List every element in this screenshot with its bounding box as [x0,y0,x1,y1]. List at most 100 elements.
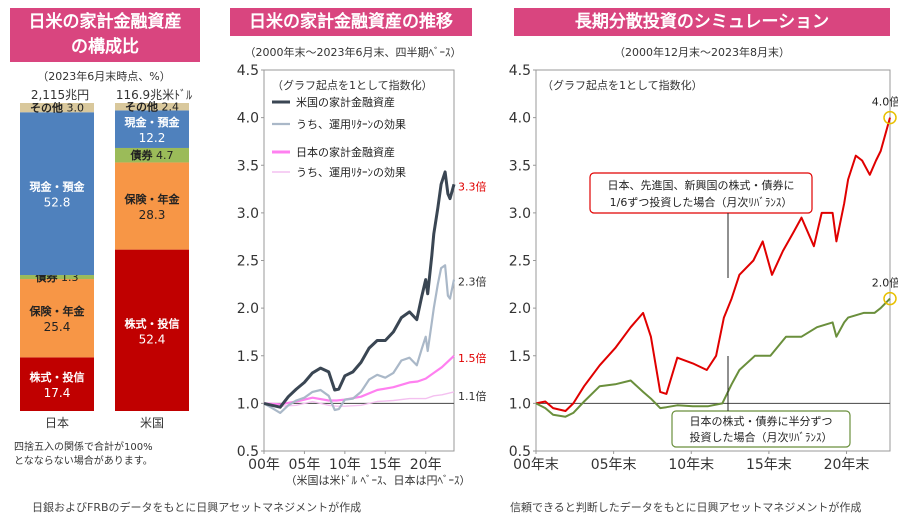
y-tick-label: 1.5 [237,349,259,365]
y-tick-label: 2.0 [237,301,259,317]
y-tick-label: 4.5 [509,63,531,79]
x-tick-label: 10年 [329,457,361,473]
us-segment-name: 保険・年金 [124,192,181,206]
annotation-red-line1: 日本、先進国、新興国の株式・債券に [608,178,795,192]
y-tick-label: 3.5 [509,158,531,174]
series-line-0 [263,170,456,409]
annotation-box-red [589,172,813,214]
legend-label-1: うち、運用ﾘﾀｰﾝの効果 [296,117,406,131]
us-label: 米国 [139,416,164,430]
rounding-note-line2: となならない場合があります。 [14,456,153,467]
y-tick-label: 4.0 [509,111,531,127]
japan-total: 2,115兆円 [30,88,90,102]
legend-label-0: 米国の家計金融資産 [296,95,395,109]
y-tick-label: 2.5 [509,254,531,270]
y-tick-label: 0.5 [237,444,259,460]
x-tick-label: 20年末 [824,457,870,473]
y-tick-label: 4.0 [237,111,259,127]
end-label-green: 2.0倍 [872,276,898,290]
us-segment-value: 12.2 [139,131,166,145]
plot-frame [535,69,891,452]
us-segment-name: 債券 [130,148,154,162]
us-bar-segment [115,103,189,111]
panel1-subtitle: （2023年6月末時点、%） [37,70,171,83]
panel3-subtitle: （2000年12月末～2023年8月末） [614,46,790,59]
simulation-line-chart: 0.5 1.0 1.5 2.0 2.5 3.0 3.5 4.0 4.5 00年末 05年末 10年末 1… [509,63,898,473]
japan-bar-segment [20,357,94,411]
x-tick-label: 10年末 [668,457,714,473]
panel1-title-line1: 日米の家計金融資産 [28,12,182,32]
us-segment-name: その他 [125,100,158,114]
y-tick-label: 2.5 [237,254,259,270]
end-label-0: 3.3倍 [458,179,487,193]
japan-bar-segment [20,112,94,276]
panel1-title-line2: の構成比 [71,37,139,57]
japan-segment-name: 現金・預金 [30,180,86,194]
us-bar-segment [115,147,189,163]
panel1-title: 日米の家計金融資産 の構成比 [10,8,200,62]
us-segment-label: 債券 4.7 [130,148,174,162]
panel2-currency-note: （米国は米ﾄﾞﾙ ﾍﾞｰｽ、日本は円ﾍﾞｰｽ） [286,473,471,487]
us-bar-segment [115,110,189,148]
x-tick-label: 05年末 [591,457,637,473]
series-line-2 [263,354,455,406]
us-bar-segment [115,249,189,411]
us-segment-value: 28.3 [139,208,166,222]
x-tick-label: 00年 [248,457,280,473]
series-line-1 [535,297,891,418]
household-assets-line-chart: 0.5 1.0 1.5 2.0 2.5 3.0 3.5 4.0 4.5 00年 05年 10年 15年 2… [237,63,487,487]
panel2-index-note: （グラフ起点を1として指数化） [272,78,433,92]
rounding-note-line1: 四捨五入の関係で合計が100% [14,442,153,453]
x-tick-label: 00年末 [513,457,559,473]
series-line-0 [535,117,891,412]
x-tick-label: 15年末 [746,457,792,473]
series-line-1 [263,264,456,414]
end-marker-green [883,291,897,306]
japan-label: 日本 [44,416,69,430]
panel3-title: 長期分散投資のシミュレーション [514,8,890,36]
end-label-1: 2.3倍 [458,275,487,289]
japan-segment-value: 17.4 [44,386,71,400]
y-tick-label: 1.0 [509,396,531,412]
panel3-index-note: （グラフ起点を1として指数化） [542,78,703,92]
y-tick-label: 3.0 [509,206,531,222]
us-segment-value: 2.4 [158,101,179,114]
annotation-box-green [671,410,851,448]
legend-label-3: うち、運用ﾘﾀｰﾝの効果 [296,165,406,179]
y-tick-label: 0.5 [509,444,531,460]
japan-bar-segment [20,279,94,358]
us-bar-segment [115,162,189,250]
y-tick-label: 2.0 [509,301,531,317]
end-label-3: 1.1倍 [458,389,487,403]
us-segment-value: 52.4 [139,332,166,346]
y-tick-label: 4.5 [237,63,259,79]
us-segment-name: 株式・投信 [125,316,180,330]
y-tick-label: 1.5 [509,349,531,365]
japan-segment-name: 株式・投信 [30,370,85,384]
us-segment-value: 4.7 [153,149,174,162]
end-label-red: 4.0倍 [872,95,898,109]
japan-bar-segment [20,275,94,280]
end-marker-red [883,110,897,125]
japan-segment-label: その他 3.0 [30,101,84,115]
end-label-2: 1.5倍 [458,351,487,365]
japan-segment-value: 52.8 [44,196,71,210]
japan-segment-name: その他 [30,101,63,115]
japan-segment-value: 3.0 [63,102,84,115]
annotation-green-line2: 投資した場合（月次ﾘﾊﾞﾗﾝｽ） [690,430,833,444]
rounding-note: 四捨五入の関係で合計が100% となならない場合があります。 [14,441,214,469]
x-tick-label: 15年 [369,457,401,473]
annotation-green-line1: 日本の株式・債券に半分ずつ [690,414,833,428]
y-tick-label: 3.0 [237,206,259,222]
japan-segment-value: 25.4 [44,320,71,334]
x-tick-label: 20年 [410,457,442,473]
annotation-red-line2: 1/6ずつ投資した場合（月次ﾘﾊﾞﾗﾝｽ） [610,195,793,209]
x-tick-label: 05年 [289,457,321,473]
y-tick-label: 1.0 [237,396,259,412]
series-line-3 [263,391,455,407]
legend-label-2: 日本の家計金融資産 [296,145,395,159]
us-total: 116.9兆米ﾄﾞﾙ [115,88,193,102]
panel1-source: 日銀およびFRBのデータをもとに日興アセットマネジメントが作成 [32,501,362,514]
panel3-source: 信頼できると判断したデータをもとに日興アセットマネジメントが作成 [510,501,862,514]
